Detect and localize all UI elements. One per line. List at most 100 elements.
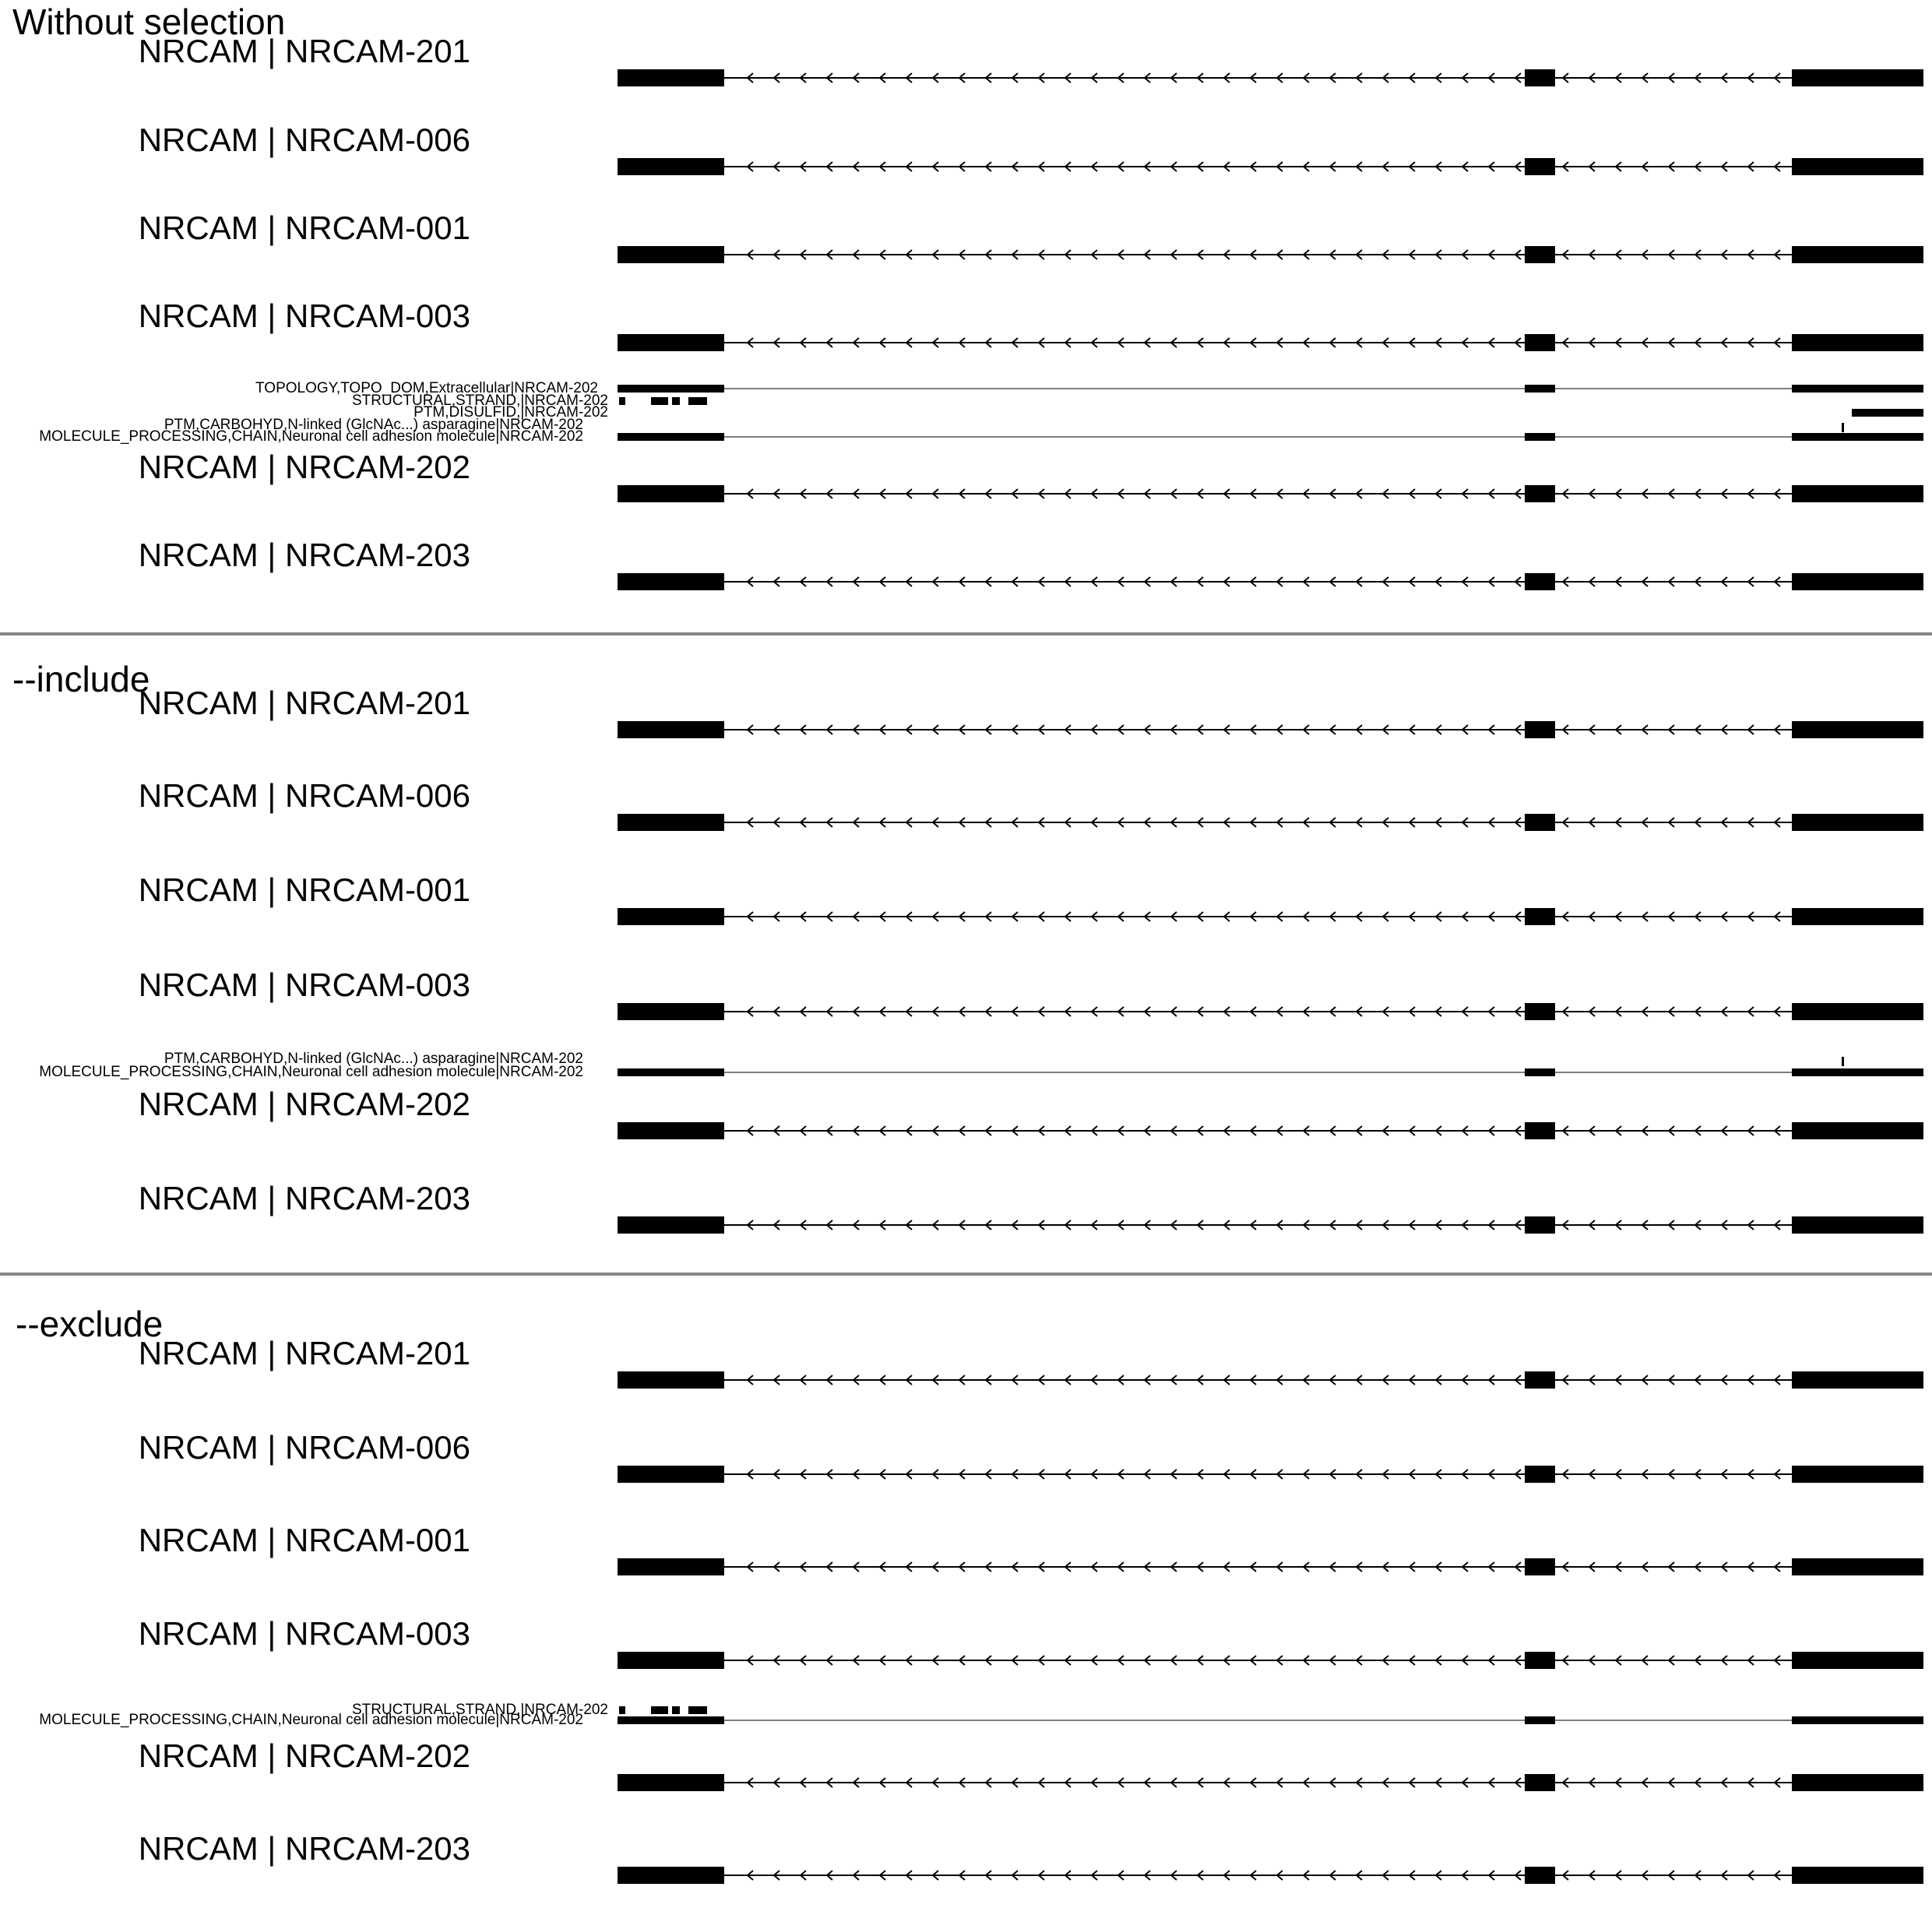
arrow-mark: [1561, 337, 1569, 348]
strand-arrows: [746, 1777, 1781, 1788]
arrow-mark: [1090, 1006, 1098, 1017]
arrow-mark: [1249, 72, 1257, 83]
arrow-mark: [1276, 1655, 1283, 1666]
arrow-mark: [1487, 1375, 1495, 1385]
arrow-mark: [1434, 488, 1442, 499]
arrow-mark: [825, 337, 833, 348]
arrow-mark: [1196, 161, 1204, 172]
arrow-mark: [931, 1561, 939, 1572]
arrow-mark: [1170, 724, 1177, 735]
arrow-mark: [1090, 1220, 1098, 1230]
arrow-mark: [1223, 1777, 1230, 1788]
arrow-mark: [931, 911, 939, 922]
arrow-mark: [1090, 576, 1098, 587]
arrow-mark: [799, 1561, 807, 1572]
arrow-mark: [1461, 1469, 1469, 1480]
arrow-mark: [1487, 337, 1495, 348]
arrow-mark: [1641, 72, 1649, 83]
arrow-mark: [1117, 1777, 1124, 1788]
arrow-mark: [984, 1220, 992, 1230]
arrow-mark: [1694, 1220, 1701, 1230]
arrow-mark: [1561, 72, 1569, 83]
arrow-mark: [1037, 249, 1045, 260]
arrow-mark: [1667, 72, 1675, 83]
transcript-label: NRCAM | NRCAM-203: [139, 1830, 470, 1867]
arrow-mark: [1434, 576, 1442, 587]
exon-block-2: [1525, 1003, 1555, 1020]
arrow-mark: [1117, 576, 1124, 587]
arrow-mark: [931, 724, 939, 735]
arrow-mark: [1355, 1469, 1363, 1480]
arrow-mark: [958, 488, 966, 499]
arrow-mark: [1117, 337, 1124, 348]
arrow-mark: [1355, 817, 1363, 828]
arrow-mark: [1773, 1561, 1781, 1572]
transcript-label: NRCAM | NRCAM-203: [139, 537, 470, 573]
arrow-mark: [1117, 488, 1124, 499]
arrow-mark: [1143, 249, 1151, 260]
exon-block-2: [1525, 814, 1555, 831]
arrow-mark: [1090, 1125, 1098, 1136]
arrow-mark: [1641, 1375, 1649, 1385]
arrow-mark: [1720, 724, 1728, 735]
arrow-mark: [1328, 1777, 1336, 1788]
arrow-mark: [1090, 337, 1098, 348]
arrow-mark: [1487, 1870, 1495, 1881]
arrow-mark: [1747, 576, 1754, 587]
arrow-mark: [1514, 1125, 1522, 1136]
arrow-mark: [1720, 576, 1728, 587]
exon-block-3: [1792, 1774, 1923, 1791]
arrow-mark: [984, 1469, 992, 1480]
arrow-mark: [1223, 72, 1230, 83]
arrow-mark: [1276, 337, 1283, 348]
feature-label: STRUCTURAL,STRAND,|NRCAM-202: [352, 1702, 608, 1718]
arrow-mark: [958, 1777, 966, 1788]
arrow-mark: [1747, 1870, 1754, 1881]
arrow-mark: [1773, 488, 1781, 499]
arrow-mark: [1434, 337, 1442, 348]
arrow-mark: [984, 337, 992, 348]
exon-block-2: [1525, 334, 1555, 351]
exon-block-3: [1792, 485, 1923, 502]
arrow-mark: [1355, 576, 1363, 587]
arrow-mark: [1302, 1561, 1310, 1572]
arrow-mark: [1249, 161, 1257, 172]
arrow-mark: [1667, 724, 1675, 735]
arrow-mark: [1667, 1375, 1675, 1385]
arrow-mark: [878, 1561, 886, 1572]
arrow-mark: [1276, 817, 1283, 828]
arrow-mark: [1117, 1375, 1124, 1385]
arrow-mark: [1064, 1870, 1072, 1881]
arrow-mark: [1249, 1777, 1257, 1788]
arrow-mark: [1381, 1006, 1389, 1017]
arrow-mark: [984, 1375, 992, 1385]
arrow-mark: [1328, 1655, 1336, 1666]
arrow-mark: [1011, 1375, 1019, 1385]
arrow-mark: [1694, 911, 1701, 922]
arrow-mark: [1090, 1561, 1098, 1572]
arrow-mark: [1355, 1125, 1363, 1136]
arrow-mark: [1588, 724, 1596, 735]
arrow-mark: [1667, 1220, 1675, 1230]
arrow-mark: [1249, 488, 1257, 499]
arrow-mark: [1249, 1125, 1257, 1136]
exon-block-2: [1525, 1371, 1555, 1389]
arrow-mark: [1196, 1469, 1204, 1480]
transcript-row: NRCAM | NRCAM-203: [139, 1830, 1923, 1884]
arrow-mark: [1461, 249, 1469, 260]
arrow-mark: [1355, 911, 1363, 922]
arrow-mark: [1434, 72, 1442, 83]
strand-arrows: [746, 72, 1781, 83]
arrow-mark: [772, 488, 780, 499]
arrow-mark: [878, 1220, 886, 1230]
arrow-mark: [878, 576, 886, 587]
arrow-mark: [1588, 576, 1596, 587]
strand-arrows: [746, 1561, 1781, 1572]
arrow-mark: [958, 337, 966, 348]
arrow-mark: [1037, 1125, 1045, 1136]
arrow-mark: [852, 1870, 860, 1881]
exon-block-1: [618, 1774, 724, 1791]
exon-block-2: [1525, 1652, 1555, 1669]
arrow-mark: [931, 1777, 939, 1788]
arrow-mark: [772, 576, 780, 587]
